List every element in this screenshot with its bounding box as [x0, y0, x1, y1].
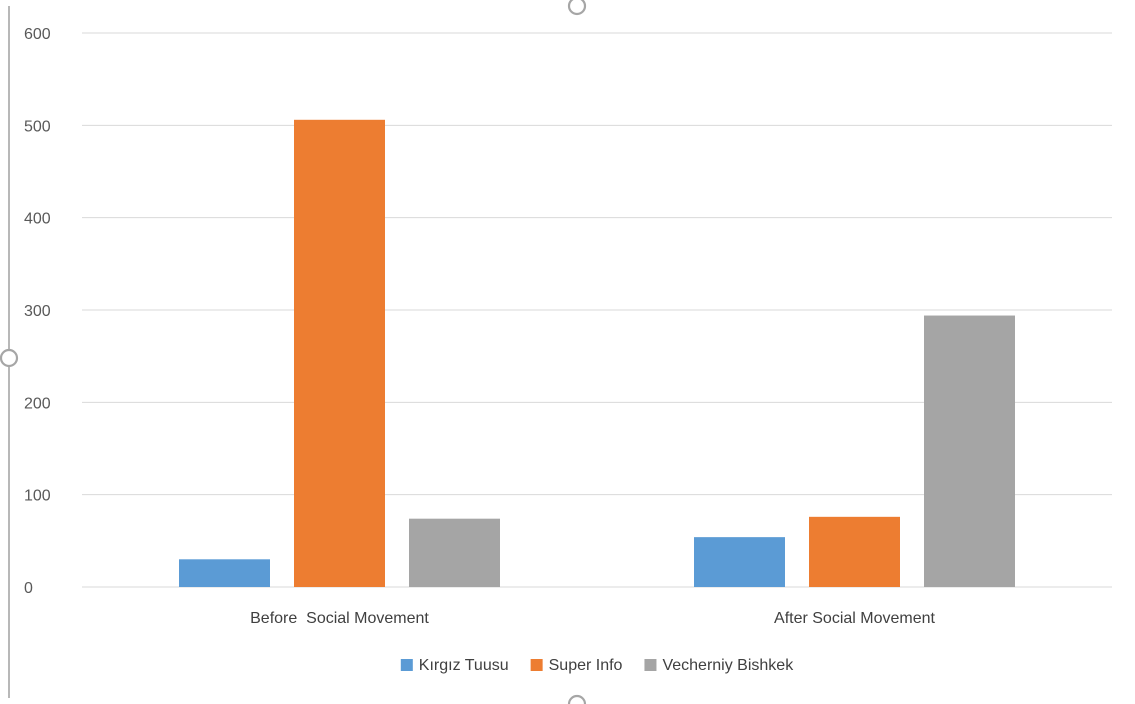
y-tick-label: 300	[24, 303, 51, 320]
y-tick-label: 0	[24, 580, 33, 597]
bar-super-info-2[interactable]	[809, 516, 900, 587]
legend-item-super-info[interactable]: Super Info	[530, 657, 623, 674]
y-tick-label: 500	[24, 118, 51, 135]
y-tick-label: 600	[24, 26, 51, 43]
resize-handle-bottom-icon[interactable]	[567, 694, 587, 704]
bar-vecherniy-bishkek-1[interactable]	[409, 518, 500, 587]
x-category-label: After Social Movement	[774, 610, 936, 627]
legend-item-k-rg-z-tuusu[interactable]: Kırgız Tuusu	[400, 657, 509, 674]
bar-k-rg-z-tuusu-2[interactable]	[694, 537, 785, 587]
bar-k-rg-z-tuusu-1[interactable]	[179, 559, 270, 587]
bars	[179, 119, 1015, 587]
legend-swatch	[400, 659, 413, 671]
y-axis-tick-labels: 0 100 200 300 400 500 600	[24, 26, 51, 597]
y-tick-label: 400	[24, 211, 51, 228]
x-category-label: Before Social Movement	[250, 610, 429, 627]
y-tick-label: 100	[24, 488, 51, 505]
y-tick-label: 200	[24, 395, 51, 412]
bar-vecherniy-bishkek-2[interactable]	[924, 315, 1015, 587]
legend-swatch	[644, 659, 657, 671]
legend-item-vecherniy-bishkek[interactable]: Vecherniy Bishkek	[644, 657, 794, 674]
bar-super-info-1[interactable]	[294, 119, 385, 587]
x-axis-category-labels: Before Social Movement After Social Movem…	[250, 610, 935, 627]
legend-swatch	[530, 659, 543, 671]
legend-label: Kırgız Tuusu	[419, 657, 509, 674]
resize-handle-top-icon[interactable]	[567, 0, 587, 16]
legend-label: Vecherniy Bishkek	[662, 657, 794, 674]
legend: Kırgız Tuusu Super Info Vecherniy Bishkek	[400, 657, 794, 674]
legend-label: Super Info	[549, 657, 623, 674]
resize-handle-left-icon[interactable]	[0, 348, 19, 368]
